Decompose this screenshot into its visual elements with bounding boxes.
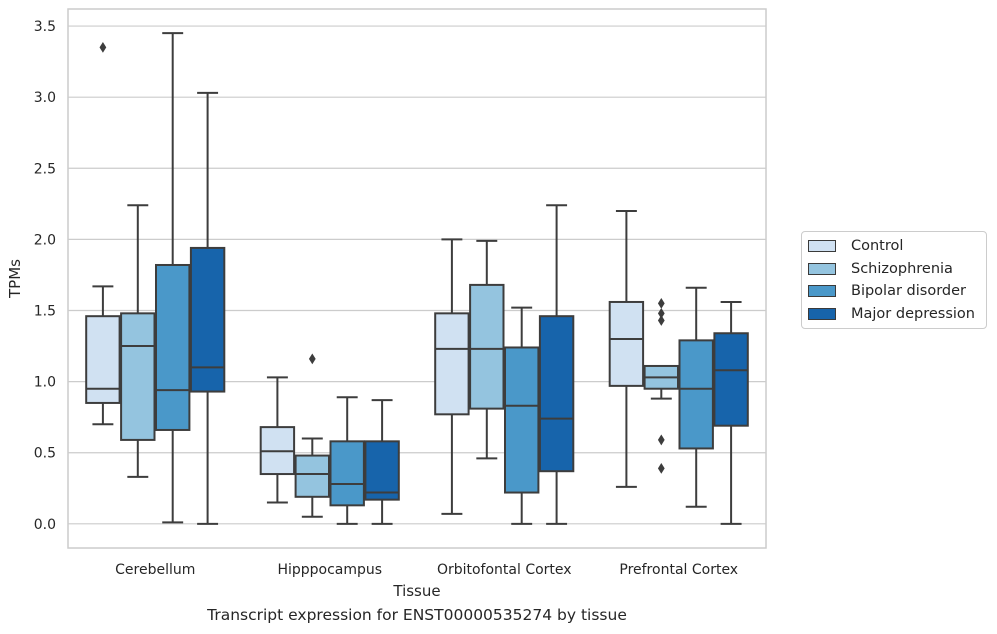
box-iqr <box>120 312 156 441</box>
box-major-depression <box>713 300 749 525</box>
legend-label: Bipolar disorder <box>851 283 966 300</box>
y-tick-label: 1.5 <box>34 303 56 319</box>
box-iqr <box>189 246 226 393</box>
y-tick-label: 0.0 <box>34 517 56 533</box>
x-tick-label: Orbitofontal Cortex <box>437 562 572 578</box>
y-axis-label: TPMs <box>6 259 24 299</box>
box-iqr <box>469 283 505 410</box>
legend-label: Major depression <box>851 305 975 322</box>
box-bipolar-disorder <box>155 32 191 524</box>
y-tick-label: 3.5 <box>34 19 56 35</box>
x-axis-label: Tissue <box>392 582 440 600</box>
box-iqr <box>713 332 749 427</box>
x-tick-label: Prefrontal Cortex <box>619 562 738 578</box>
y-tick-label: 1.0 <box>34 375 56 391</box>
legend-swatch <box>808 262 836 275</box>
box-iqr <box>364 440 400 501</box>
box-iqr <box>504 346 540 494</box>
box-control <box>85 41 121 426</box>
legend-item: Major depression <box>802 303 986 326</box>
box-series <box>85 32 749 525</box>
box-iqr <box>608 300 645 387</box>
box-iqr <box>329 440 365 507</box>
outlier-point <box>99 41 107 53</box>
legend-label: Schizophrenia <box>851 260 953 277</box>
legend-item: Schizophrenia <box>802 258 986 281</box>
outlier-point <box>657 307 665 319</box>
box-iqr <box>434 312 470 416</box>
x-axis-ticks: Cerebellum Hipppocampus Orbitofontal Corte… <box>115 562 738 578</box>
box-control <box>608 209 645 488</box>
legend-label: Control <box>851 238 904 255</box>
plot-frame <box>67 8 767 549</box>
box-major-depression <box>189 91 226 525</box>
legend-swatch <box>808 285 836 298</box>
y-tick-label: 3.0 <box>34 90 56 106</box>
y-tick-label: 2.5 <box>34 161 56 177</box>
box-bipolar-disorder <box>504 306 540 525</box>
legend: Control Schizophrenia Bipolar disorder Majo… <box>801 231 987 329</box>
box-schizophrenia <box>469 239 505 460</box>
box-schizophrenia <box>120 204 156 478</box>
x-tick-label: Hipppocampus <box>277 562 382 578</box>
outlier-point <box>657 462 665 474</box>
box-control <box>434 238 470 515</box>
legend-item: Control <box>802 235 986 258</box>
box-iqr <box>678 339 714 450</box>
outlier-point <box>308 353 316 365</box>
box-major-depression <box>538 204 575 525</box>
box-iqr <box>85 315 121 404</box>
box-major-depression <box>364 399 400 525</box>
box-schizophrenia <box>643 297 679 474</box>
legend-swatch <box>808 240 836 253</box>
box-bipolar-disorder <box>678 286 714 508</box>
y-tick-label: 2.0 <box>34 232 56 248</box>
box-control <box>259 376 296 504</box>
box-schizophrenia <box>294 353 331 518</box>
outlier-point <box>657 297 665 309</box>
x-tick-label: Cerebellum <box>115 562 195 578</box>
box-iqr <box>538 315 575 473</box>
y-axis-ticks: 0.0 0.5 1.0 1.5 2.0 2.5 3.0 3.5 <box>34 19 56 533</box>
box-iqr <box>155 263 191 431</box>
y-tick-label: 0.5 <box>34 446 56 462</box>
legend-item: Bipolar disorder <box>802 280 986 303</box>
outlier-point <box>657 315 665 326</box>
outlier-point <box>657 434 665 446</box>
chart-caption: Transcript expression for ENST0000053527… <box>207 606 627 624</box>
box-iqr <box>294 454 331 498</box>
box-bipolar-disorder <box>329 396 365 525</box>
legend-swatch <box>808 307 836 320</box>
